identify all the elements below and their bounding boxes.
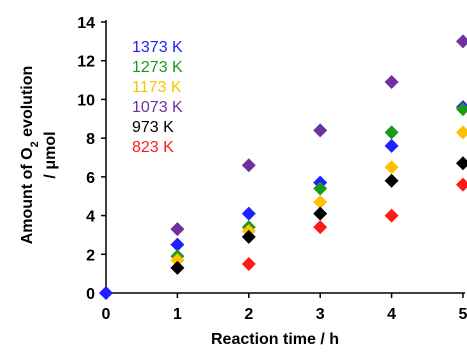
y-axis-title-line1: Amount of O2 evolution	[19, 66, 41, 245]
data-point-diamond	[241, 256, 256, 271]
x-ticks: 0 1 2 3 4 5	[102, 293, 467, 323]
data-point-diamond	[456, 34, 467, 49]
legend: 1373 K 1273 K 1173 K 1073 K 973 K 823 K	[132, 39, 183, 156]
data-point-diamond	[170, 222, 185, 237]
data-point-diamond	[170, 253, 185, 268]
data-point-diamond	[170, 237, 185, 252]
data-point-diamond	[384, 125, 399, 140]
legend-entry: 823 K	[132, 139, 174, 156]
x-tick-label: 1	[173, 306, 182, 323]
data-point-diamond	[456, 125, 467, 140]
x-axis-title: Reaction time / h	[211, 331, 339, 348]
x-tick-label: 3	[316, 306, 325, 323]
y-tick-label: 0	[86, 286, 95, 303]
axes	[105, 20, 465, 294]
legend-entry: 1073 K	[132, 99, 183, 116]
x-tick-label: 2	[244, 306, 253, 323]
y-tick-label: 10	[77, 92, 95, 109]
data-point-diamond	[313, 220, 328, 235]
data-point-diamond	[384, 173, 399, 188]
data-point-diamond	[241, 206, 256, 221]
y-tick-label: 14	[77, 15, 95, 32]
legend-entry: 1273 K	[132, 59, 183, 76]
x-tick-label: 0	[102, 306, 111, 323]
data-point-diamond	[313, 123, 328, 138]
y-tick-label: 2	[86, 247, 95, 264]
x-tick-label: 5	[459, 306, 467, 323]
data-point-diamond	[456, 102, 467, 117]
y-tick-label: 8	[86, 131, 95, 148]
y-tick-label: 4	[86, 209, 95, 226]
y-axis-title-main: Amount of O	[19, 147, 36, 244]
data-point-diamond	[241, 158, 256, 173]
y-tick-label: 12	[77, 54, 95, 71]
data-point-diamond	[456, 156, 467, 171]
data-point-diamond	[313, 206, 328, 221]
x-tick-label: 4	[387, 306, 396, 323]
data-point-diamond	[384, 75, 399, 90]
legend-entry: 973 K	[132, 119, 174, 136]
legend-entry: 1373 K	[132, 39, 183, 56]
legend-entry: 1173 K	[132, 79, 182, 96]
y-axis-title-line2: / μmol	[42, 131, 59, 178]
y-ticks: 0 2 4 6 8 10 12 14	[77, 15, 106, 303]
data-point-diamond	[384, 208, 399, 223]
data-point-diamond	[170, 260, 185, 275]
data-point-diamond	[313, 195, 328, 210]
y-axis-title-tail: evolution	[19, 66, 36, 142]
data-points	[99, 34, 467, 300]
y-tick-label: 6	[86, 170, 95, 187]
data-point-diamond	[456, 177, 467, 192]
data-point-diamond	[384, 138, 399, 153]
data-point-diamond	[241, 229, 256, 244]
data-point-diamond	[99, 286, 113, 300]
y-axis-title-subscript: 2	[29, 141, 41, 147]
data-point-diamond	[384, 160, 399, 175]
data-point-diamond	[313, 181, 328, 196]
